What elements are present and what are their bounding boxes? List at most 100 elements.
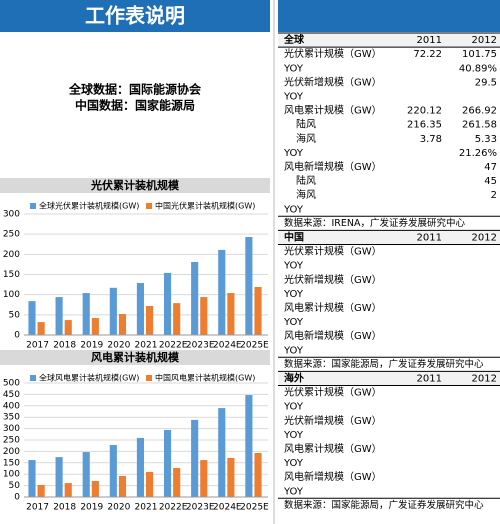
row-label: YOY: [283, 317, 304, 328]
cell: 29.5: [475, 77, 497, 88]
y-tick-label: 200: [3, 447, 20, 457]
cell: 266.92: [462, 106, 497, 117]
row-label: YOY: [283, 261, 304, 272]
bar: [64, 320, 72, 335]
bar: [245, 236, 253, 335]
legend-label: 中国风电累计装机规模(GW): [155, 373, 255, 383]
y-tick-label: 50: [9, 310, 21, 320]
legend-label: 中国光伏累计装机规模(GW): [155, 201, 255, 211]
y-tick-label: 200: [3, 250, 20, 260]
row-label: 风电累计规模（GW）: [284, 301, 382, 314]
bar: [173, 303, 181, 335]
bar: [91, 318, 99, 335]
source-note: 数据来源：IRENA，广发证券发展研究中心: [284, 217, 466, 229]
section-header: 海外: [284, 371, 304, 384]
bar: [173, 468, 181, 497]
x-tick-label: 2020: [107, 341, 130, 351]
cell: 216.35: [407, 120, 442, 131]
legend-swatch: [30, 375, 36, 381]
source-note: 数据来源：国家能源局，广发证券发展研究中心: [284, 499, 484, 511]
section-header: 中国: [284, 230, 304, 243]
cell: 5.33: [475, 134, 497, 145]
x-tick-label: 2022E: [159, 503, 188, 513]
row-label: YOY: [283, 345, 304, 356]
row-label: YOY: [283, 430, 304, 441]
x-tick-label: 2021: [135, 503, 158, 513]
table-header-row: [278, 230, 500, 245]
bar: [200, 297, 208, 335]
y-tick-label: 150: [3, 270, 20, 280]
row-label: 风电新增规模（GW）: [284, 329, 382, 342]
row-label: 光伏累计规模（GW）: [284, 47, 382, 60]
y-tick-label: 400: [3, 401, 20, 411]
x-tick-label: 2019: [80, 503, 103, 513]
bar: [37, 322, 45, 335]
row-label: 陆风: [296, 118, 316, 131]
bar: [55, 297, 63, 335]
bar: [146, 471, 154, 497]
x-tick-label: 2018: [53, 341, 76, 351]
x-tick-label: 2017: [26, 341, 49, 351]
chart-title: 光伏累计装机规模: [90, 178, 180, 192]
cell: 21.26%: [459, 148, 497, 159]
bar: [55, 457, 63, 497]
cell: 45: [484, 176, 497, 187]
bar: [28, 460, 36, 497]
bar: [28, 301, 36, 335]
y-tick-label: 300: [3, 210, 20, 220]
bar: [227, 293, 235, 335]
row-label: YOY: [283, 486, 304, 497]
cell: 47: [484, 162, 497, 173]
row-label: YOY: [283, 148, 304, 159]
bar: [254, 452, 262, 497]
cell: 3.78: [420, 134, 442, 145]
table-header-row: [278, 371, 500, 386]
bar: [218, 408, 226, 497]
cell: 261.58: [462, 120, 497, 131]
row-label: YOY: [283, 91, 304, 102]
y-tick-label: 0: [14, 331, 20, 341]
bar: [64, 483, 72, 497]
column-header: 2011: [417, 232, 442, 243]
x-tick-label: 2023E: [186, 503, 215, 513]
bar: [218, 249, 226, 335]
x-tick-label: 2018: [53, 503, 76, 513]
bar: [82, 452, 90, 497]
source-note: 数据来源：国家能源局，广发证券发展研究中心: [284, 358, 484, 370]
bar: [109, 287, 117, 335]
bar: [146, 305, 154, 335]
bar: [245, 395, 253, 497]
column-header: 2012: [472, 373, 497, 384]
y-tick-label: 150: [3, 458, 20, 468]
bar: [109, 445, 117, 497]
row-label: 风电累计规模（GW）: [284, 104, 382, 117]
note: 全球数据：国际能源协会: [68, 82, 202, 97]
column-header: 2012: [472, 232, 497, 243]
legend-label: 全球光伏累计装机规模(GW): [39, 201, 139, 211]
bar: [136, 282, 144, 335]
legend-swatch: [146, 203, 152, 209]
bar: [118, 314, 127, 335]
x-tick-label: 2023E: [186, 341, 215, 351]
row-label: 风电累计规模（GW）: [284, 442, 382, 455]
row-label: 光伏累计规模（GW）: [284, 245, 382, 258]
row-label: YOY: [283, 402, 304, 413]
row-label: 海风: [296, 132, 316, 145]
y-tick-label: 100: [3, 290, 20, 300]
y-tick-label: 450: [3, 390, 20, 400]
y-tick-label: 50: [9, 481, 21, 491]
row-label: 海风: [296, 188, 316, 201]
bar: [191, 261, 199, 335]
x-tick-label: 2021: [135, 341, 158, 351]
legend-label: 全球风电累计装机规模(GW): [39, 373, 139, 383]
bar: [37, 484, 45, 497]
bar: [254, 287, 262, 335]
row-label: 光伏累计规模（GW）: [284, 386, 382, 399]
x-tick-label: 2017: [26, 503, 49, 513]
y-tick-label: 100: [3, 470, 20, 480]
bar: [227, 458, 235, 497]
column-header: 2012: [472, 35, 497, 46]
cell: 220.12: [407, 106, 442, 117]
table-header-row: [278, 33, 500, 48]
row-label: 光伏新增规模（GW）: [284, 414, 382, 427]
